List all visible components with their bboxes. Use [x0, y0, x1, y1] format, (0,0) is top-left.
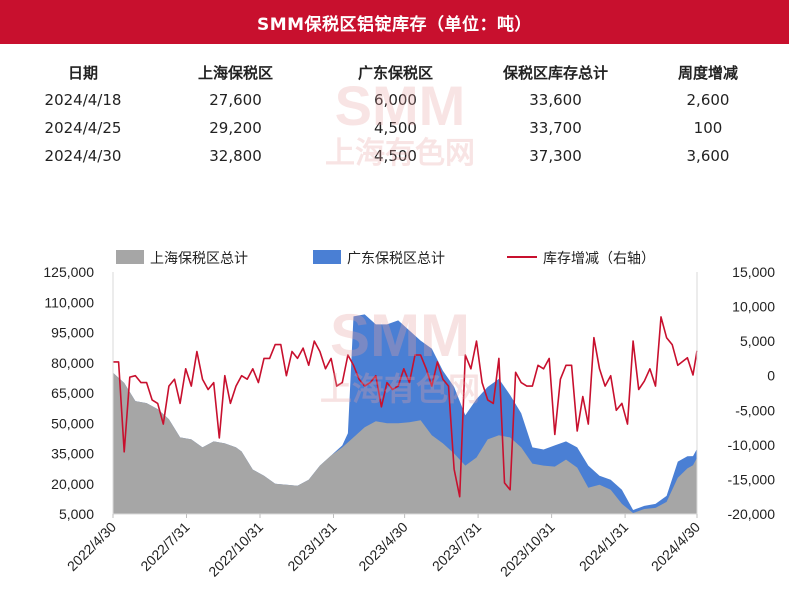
right-tick-label: -10,000 [728, 437, 776, 453]
table-cell: 4,500 [374, 119, 417, 137]
table-cell: 27,600 [209, 91, 262, 109]
table-row: 2024/4/25 29,200 4,500 33,700 100 [18, 114, 773, 142]
series-shanghai-area [113, 372, 697, 514]
x-tick-label: 2023/10/31 [497, 519, 558, 580]
series-change-line [113, 316, 698, 498]
table-row: 2024/4/18 27,600 6,000 33,600 2,600 [18, 86, 773, 114]
x-tick-label: 2023/4/30 [355, 519, 411, 575]
header-weekly-change: 周度增减 [677, 63, 738, 82]
legend-change-label: 库存增减（右轴） [543, 251, 655, 267]
table-cell: 37,300 [529, 147, 582, 165]
right-tick-label: 10,000 [732, 299, 775, 315]
table-cell: 33,700 [529, 119, 582, 137]
right-tick-label: -5,000 [735, 402, 775, 418]
header-total: 保税区库存总计 [502, 63, 608, 82]
table-cell: 33,600 [529, 91, 582, 109]
table-cell: 29,200 [209, 119, 262, 137]
inventory-chart: 5,000 20,000 35,000 50,000 65,000 80,000 95,00… [43, 250, 776, 580]
x-tick-label: 2024/4/30 [648, 519, 704, 575]
table-row: 2024/4/30 32,800 4,500 37,300 3,600 [18, 142, 773, 170]
table-cell: 6,000 [374, 91, 417, 109]
chart-watermark-sub: 上海有色网 [320, 370, 480, 408]
legend-guangdong-label: 广东保税区总计 [347, 251, 445, 267]
x-tick-label: 2022/4/30 [64, 519, 120, 575]
header-shanghai: 上海保税区 [197, 63, 273, 82]
series-guangdong-area [113, 314, 697, 514]
right-tick-label: 5,000 [740, 333, 775, 349]
x-tick-label: 2023/7/31 [429, 519, 485, 575]
table-cell: 2024/4/30 [44, 147, 122, 165]
x-tick-label: 2023/1/31 [284, 519, 340, 575]
inventory-table: 日期 上海保税区 广东保税区 保税区库存总计 周度增减 2024/4/18 27… [18, 58, 773, 170]
x-tick-label: 2024/1/31 [576, 519, 632, 575]
right-tick-label: 15,000 [732, 264, 775, 280]
table-cell: 100 [693, 119, 723, 137]
header-guangdong: 广东保税区 [357, 63, 433, 82]
right-tick-label: -15,000 [728, 471, 776, 487]
banner-title: SMM保税区铝锭库存（单位：吨） [256, 14, 533, 35]
legend-shanghai-swatch [116, 250, 144, 264]
table-cell: 2024/4/25 [44, 119, 122, 137]
left-tick-label: 20,000 [51, 476, 94, 492]
left-tick-label: 125,000 [43, 264, 94, 280]
title-banner: SMM保税区铝锭库存（单位：吨） [0, 0, 789, 44]
header-date: 日期 [67, 63, 98, 82]
left-tick-label: 110,000 [44, 294, 94, 310]
left-tick-label: 5,000 [59, 506, 94, 522]
right-tick-label: -20,000 [728, 506, 776, 522]
x-tick-label: 2022/7/31 [137, 519, 193, 575]
left-tick-label: 35,000 [51, 446, 94, 462]
left-tick-label: 80,000 [51, 355, 94, 371]
chart-watermark-brand: SMM [330, 302, 470, 369]
table-cell: 2024/4/18 [44, 91, 122, 109]
table-cell: 2,600 [686, 91, 730, 109]
table-cell: 3,600 [686, 147, 730, 165]
table-header-row: 日期 上海保税区 广东保税区 保税区库存总计 周度增减 [18, 58, 773, 86]
left-tick-label: 50,000 [51, 415, 94, 431]
table-cell: 4,500 [374, 147, 417, 165]
x-tick-label: 2022/10/31 [205, 519, 266, 580]
table-cell: 32,800 [209, 147, 262, 165]
legend-shanghai-label: 上海保税区总计 [150, 251, 248, 267]
right-tick-label: 0 [767, 368, 775, 384]
left-tick-label: 65,000 [51, 385, 94, 401]
left-tick-label: 95,000 [51, 325, 94, 341]
legend-guangdong-swatch [313, 250, 341, 264]
